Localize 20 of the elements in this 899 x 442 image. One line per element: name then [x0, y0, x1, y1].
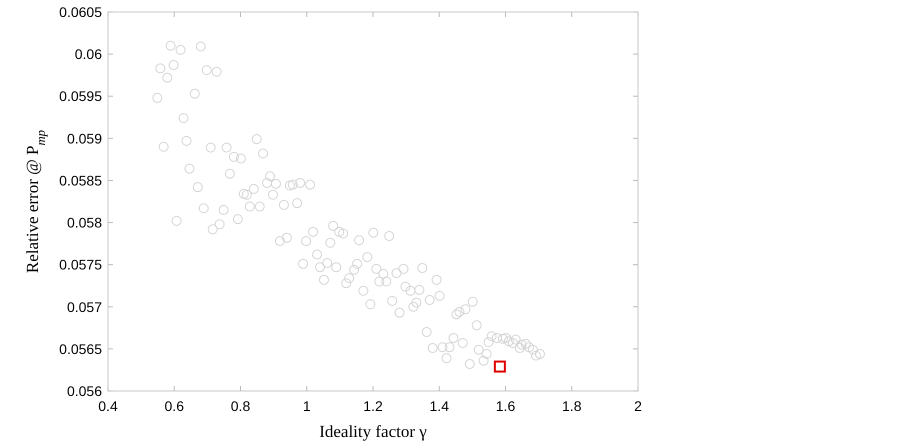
x-tick-label: 1.8 [562, 398, 582, 414]
y-tick-label: 0.06 [74, 46, 102, 62]
y-tick-label: 0.0595 [59, 88, 102, 104]
y-tick-label: 0.058 [66, 214, 102, 231]
x-axis-title: Ideality factor γ [319, 422, 428, 441]
y-tick-label: 0.0575 [59, 256, 102, 273]
y-tick-label: 0.0565 [59, 340, 102, 357]
x-tick-label: 0.6 [164, 398, 184, 414]
y-tick-label: 0.057 [66, 298, 102, 315]
x-tick-label: 1 [302, 398, 311, 414]
x-tick-label: 1.2 [363, 398, 383, 414]
y-tick-label: 0.0585 [59, 172, 102, 188]
y-tick-label: 0.0605 [59, 4, 102, 20]
y-tick-label: 0.059 [66, 130, 102, 146]
x-tick-label: 1.4 [430, 398, 450, 414]
x-tick-label: 1.6 [496, 398, 516, 414]
y-tick-label: 0.056 [66, 383, 102, 399]
x-tick-label: 0.8 [230, 398, 250, 414]
x-tick-label: 0.4 [98, 398, 118, 414]
x-tick-label: 2 [634, 398, 642, 414]
